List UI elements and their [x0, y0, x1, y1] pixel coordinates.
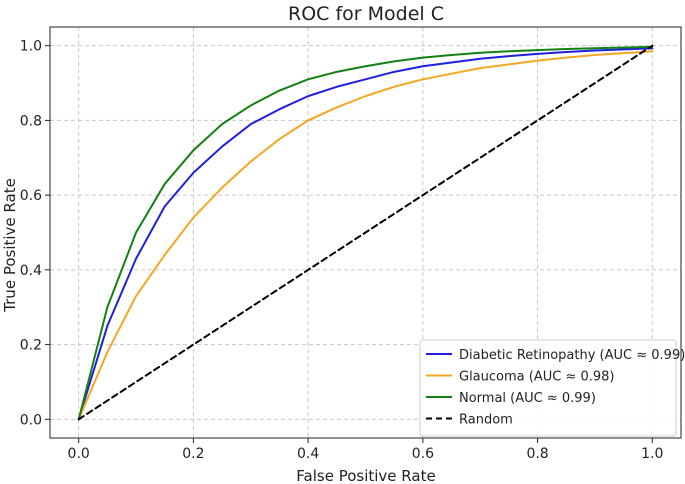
grid-layer — [50, 27, 681, 438]
y-tick-label: 0.6 — [20, 188, 42, 204]
plot-area — [77, 44, 654, 421]
legend-entry-0: Diabetic Retinopathy (AUC ≈ 0.99) — [459, 348, 685, 363]
x-axis-label: False Positive Rate — [296, 467, 435, 484]
ticks-layer: 0.0 0.2 0.4 0.6 0.8 1.0 0.0 0.2 0.4 0.6 0.8 1.0 — [20, 39, 664, 462]
series-line-0 — [77, 47, 654, 421]
chart-title: ROC for Model C — [288, 3, 444, 25]
y-tick-label: 0.2 — [20, 338, 42, 354]
y-tick-label: 0.0 — [20, 412, 42, 428]
x-tick-label: 0.8 — [526, 446, 548, 462]
x-tick-label: 0.2 — [182, 446, 204, 462]
x-tick-label: 0.0 — [68, 446, 90, 462]
series-line-1 — [77, 50, 654, 421]
legend: Diabetic Retinopathy (AUC ≈ 0.99) Glaucom… — [419, 339, 685, 437]
y-tick-label: 1.0 — [20, 39, 42, 55]
series-line-3 — [77, 44, 654, 421]
legend-box — [419, 339, 677, 437]
series-line-2 — [77, 45, 654, 421]
x-tick-label: 1.0 — [641, 446, 663, 462]
y-tick-label: 0.8 — [20, 113, 42, 129]
y-tick-label: 0.4 — [20, 263, 42, 279]
x-tick-label: 0.6 — [412, 446, 434, 462]
legend-entry-3: Random — [459, 413, 513, 428]
legend-entry-1: Glaucoma (AUC ≈ 0.98) — [459, 370, 615, 385]
axes-frame — [49, 26, 682, 439]
y-axis-label: True Positive Rate — [1, 178, 19, 313]
x-tick-label: 0.4 — [297, 446, 319, 462]
legend-entry-2: Normal (AUC ≈ 0.99) — [459, 391, 596, 406]
